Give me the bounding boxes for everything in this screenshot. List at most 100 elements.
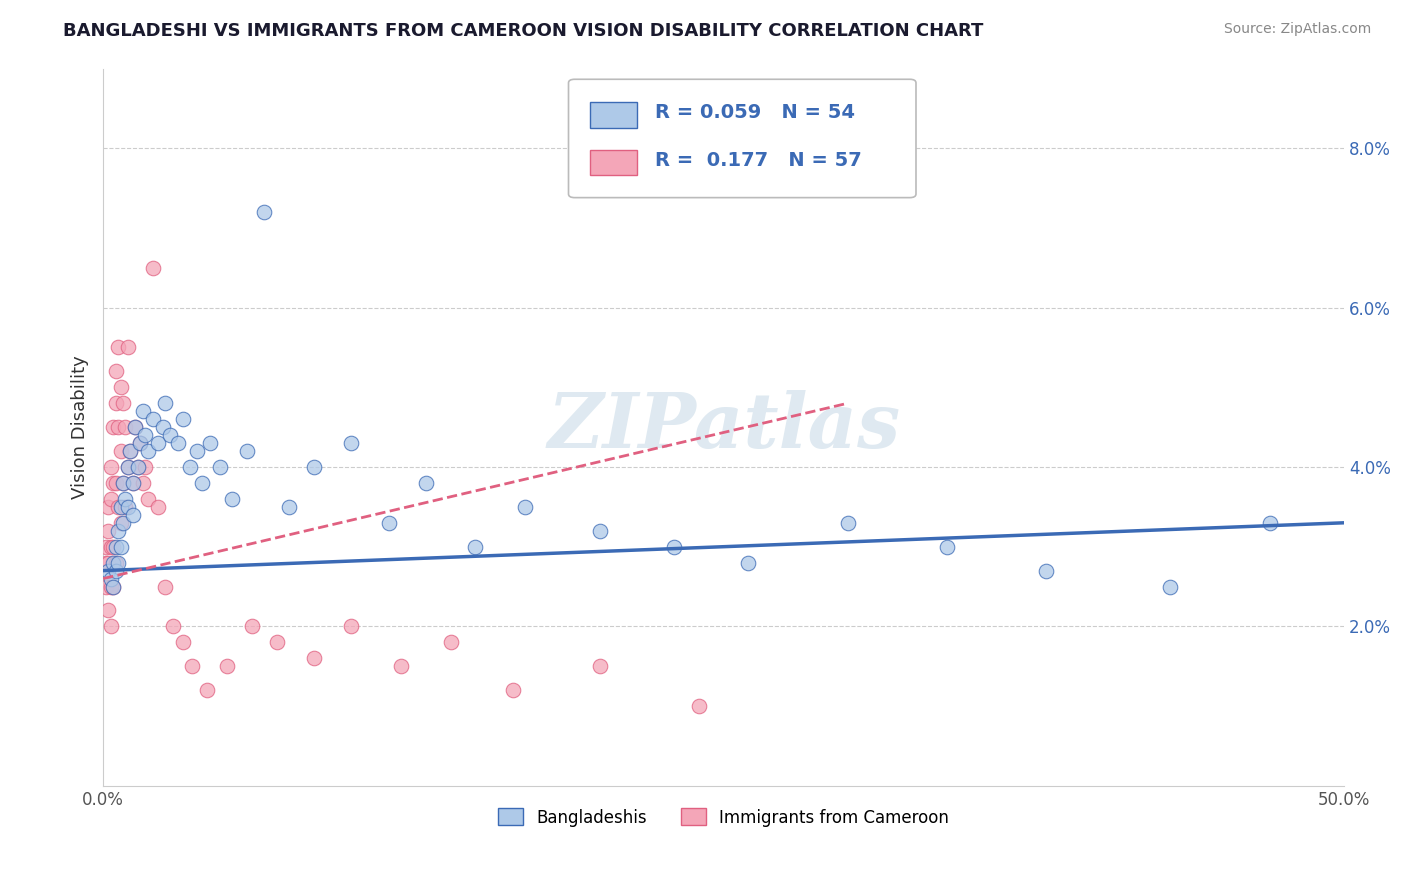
Point	[104, 540, 127, 554]
Point	[186, 444, 208, 458]
Point	[117, 460, 139, 475]
Point	[513, 500, 536, 514]
Point	[107, 500, 129, 514]
Point	[1035, 564, 1057, 578]
Point	[101, 580, 124, 594]
Point	[936, 540, 959, 554]
Point	[588, 659, 610, 673]
Point	[104, 475, 127, 490]
Point	[100, 580, 122, 594]
Point	[120, 444, 142, 458]
Point	[111, 396, 134, 410]
Point	[117, 341, 139, 355]
Point	[107, 556, 129, 570]
Point	[302, 651, 325, 665]
Point	[104, 564, 127, 578]
Point	[1159, 580, 1181, 594]
Point	[100, 460, 122, 475]
Point	[179, 460, 201, 475]
Point	[146, 500, 169, 514]
Point	[122, 508, 145, 522]
Point	[132, 404, 155, 418]
Point	[464, 540, 486, 554]
Point	[162, 619, 184, 633]
Point	[688, 699, 710, 714]
Point	[389, 659, 412, 673]
Text: ZIPatlas: ZIPatlas	[547, 390, 900, 464]
Point	[181, 659, 204, 673]
Point	[136, 444, 159, 458]
Point	[114, 420, 136, 434]
Legend: Bangladeshis, Immigrants from Cameroon: Bangladeshis, Immigrants from Cameroon	[491, 800, 957, 835]
Point	[240, 619, 263, 633]
Point	[97, 500, 120, 514]
Point	[110, 516, 132, 530]
Point	[195, 683, 218, 698]
Point	[134, 428, 156, 442]
Point	[104, 364, 127, 378]
Point	[415, 475, 437, 490]
Point	[117, 460, 139, 475]
Point	[136, 491, 159, 506]
Point	[439, 635, 461, 649]
Point	[124, 420, 146, 434]
Point	[588, 524, 610, 538]
Point	[208, 460, 231, 475]
Point	[340, 436, 363, 450]
Point	[377, 516, 399, 530]
Point	[662, 540, 685, 554]
Point	[97, 524, 120, 538]
Point	[132, 475, 155, 490]
Point	[100, 619, 122, 633]
Point	[217, 659, 239, 673]
Point	[340, 619, 363, 633]
Point	[737, 556, 759, 570]
Point	[236, 444, 259, 458]
Point	[107, 524, 129, 538]
Point	[134, 460, 156, 475]
Point	[101, 556, 124, 570]
Point	[107, 420, 129, 434]
Point	[100, 540, 122, 554]
Point	[221, 491, 243, 506]
Point	[172, 635, 194, 649]
Point	[97, 556, 120, 570]
Point	[104, 556, 127, 570]
Point	[122, 475, 145, 490]
Point	[127, 460, 149, 475]
Point	[111, 475, 134, 490]
Point	[94, 580, 117, 594]
Point	[129, 436, 152, 450]
Point	[107, 341, 129, 355]
Point	[101, 580, 124, 594]
Point	[127, 460, 149, 475]
Point	[97, 564, 120, 578]
Point	[124, 420, 146, 434]
Point	[97, 603, 120, 617]
Point	[120, 444, 142, 458]
Point	[198, 436, 221, 450]
Point	[117, 500, 139, 514]
Point	[104, 396, 127, 410]
Point	[152, 420, 174, 434]
Point	[114, 500, 136, 514]
Point	[1258, 516, 1281, 530]
Point	[153, 580, 176, 594]
FancyBboxPatch shape	[568, 79, 915, 198]
Point	[172, 412, 194, 426]
Point	[253, 205, 276, 219]
Point	[111, 475, 134, 490]
Point	[101, 540, 124, 554]
Point	[166, 436, 188, 450]
Point	[114, 491, 136, 506]
Point	[94, 540, 117, 554]
Point	[94, 556, 117, 570]
Point	[142, 412, 165, 426]
Point	[266, 635, 288, 649]
Point	[111, 516, 134, 530]
Text: R =  0.177   N = 57: R = 0.177 N = 57	[655, 151, 862, 169]
Text: Source: ZipAtlas.com: Source: ZipAtlas.com	[1223, 22, 1371, 37]
Point	[101, 420, 124, 434]
Point	[146, 436, 169, 450]
Point	[110, 380, 132, 394]
